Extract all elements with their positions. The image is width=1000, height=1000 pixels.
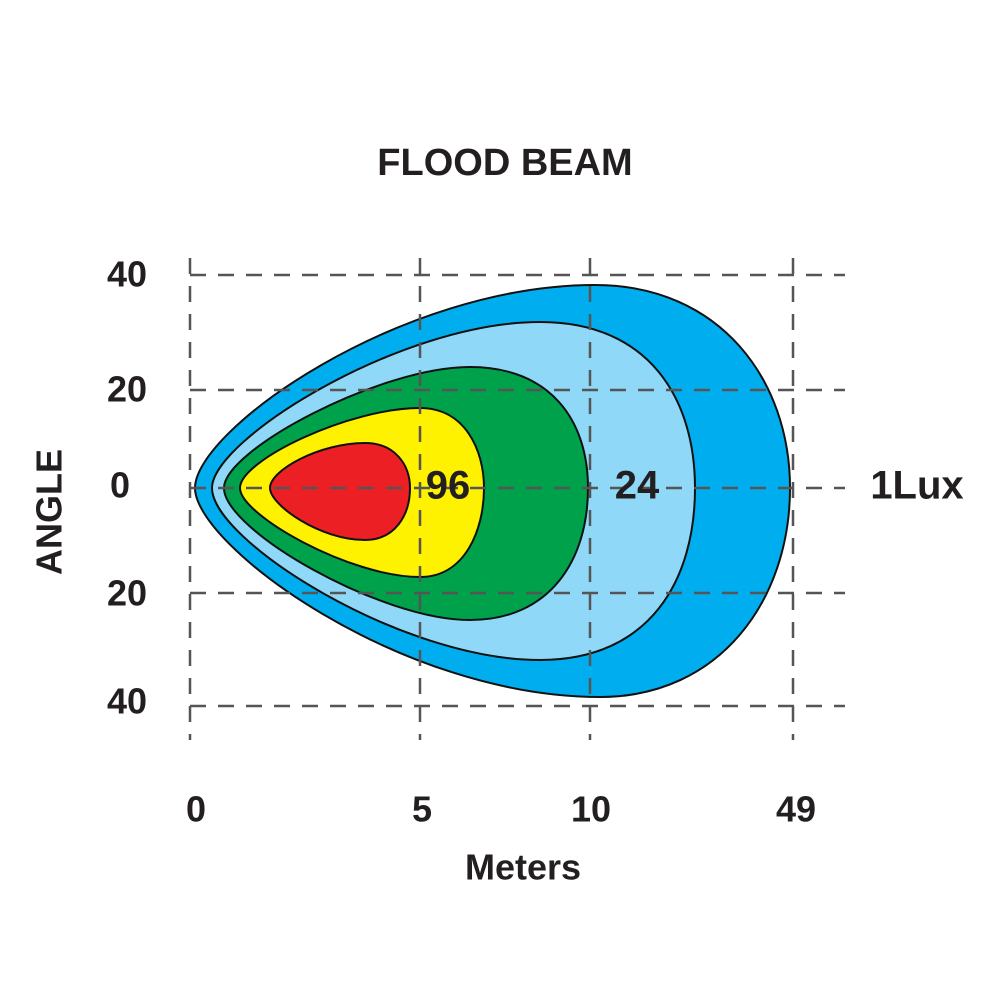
x-tick-label: 0 [186, 789, 206, 830]
grid [188, 258, 845, 740]
y-tick-label: 40 [107, 254, 147, 295]
y-tick-label: 0 [110, 465, 130, 506]
y-tick-label: 20 [107, 369, 147, 410]
x-tick-label: 49 [776, 789, 816, 830]
contour-label: 24 [615, 464, 660, 508]
y-axis-label: ANGLE [29, 449, 70, 575]
contour-label: 1Lux [870, 464, 963, 508]
y-tick-label: 40 [107, 681, 147, 722]
x-tick-label: 10 [571, 789, 611, 830]
title: FLOOD BEAM [377, 142, 632, 184]
y-tick-label: 20 [107, 573, 147, 614]
contour-core [268, 441, 412, 542]
x-axis-label: Meters [465, 847, 581, 888]
contour-label: 96 [426, 464, 471, 508]
x-tick-label: 5 [412, 789, 432, 830]
